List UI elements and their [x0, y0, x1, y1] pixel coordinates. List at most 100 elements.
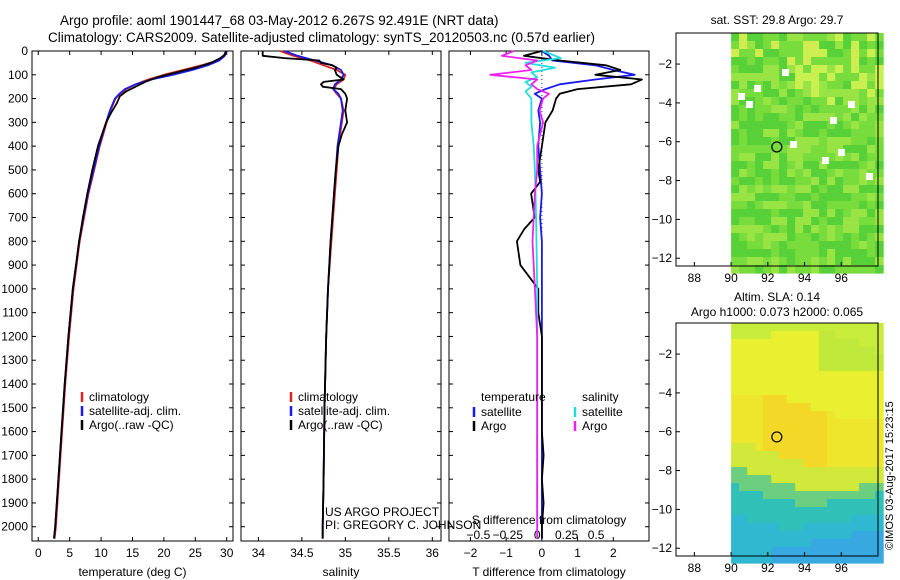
y-tick-label: 1900 — [1, 496, 28, 510]
map-cell — [819, 193, 828, 202]
map-cell — [827, 435, 836, 444]
map-cell — [811, 459, 820, 468]
map-cell — [819, 331, 828, 340]
y-tick-label: −4 — [658, 386, 672, 400]
map-cell — [827, 249, 836, 258]
y-tick-label: −4 — [658, 96, 672, 110]
x-tick-label: 34 — [252, 546, 266, 560]
map-cell — [763, 41, 772, 50]
map-cell — [787, 257, 796, 266]
map-cell — [827, 475, 836, 484]
map-cell — [827, 153, 836, 162]
map-cell — [875, 169, 884, 178]
map-cell — [779, 81, 788, 90]
map-cell — [795, 443, 804, 452]
map-cell — [731, 363, 740, 372]
map-cell — [763, 49, 772, 58]
map-cell — [779, 451, 788, 460]
map-cell — [747, 113, 756, 122]
map-gap — [838, 149, 845, 156]
map-cell — [835, 515, 844, 524]
map-cell — [755, 177, 764, 186]
map-cell — [875, 339, 884, 348]
map-cell — [755, 209, 764, 218]
map-cell — [851, 483, 860, 492]
map-cell — [755, 387, 764, 396]
map-cell — [747, 265, 756, 274]
map-cell — [859, 419, 868, 428]
map-cell — [827, 443, 836, 452]
map-cell — [803, 257, 812, 266]
map-cell — [787, 483, 796, 492]
map-cell — [763, 403, 772, 412]
map-cell — [779, 153, 788, 162]
map-cell — [795, 475, 804, 484]
map-cell — [803, 363, 812, 372]
map-cell — [843, 491, 852, 500]
map-cell — [755, 57, 764, 66]
y-tick-label: −12 — [652, 541, 673, 555]
map-cell — [843, 507, 852, 516]
map-cell — [795, 387, 804, 396]
map-cell — [867, 57, 876, 66]
legend-label: Argo(..raw -QC) — [298, 418, 383, 432]
map-cell — [827, 49, 836, 58]
map-cell — [851, 257, 860, 266]
map-cell — [755, 97, 764, 106]
map-cell — [771, 483, 780, 492]
map-cell — [819, 177, 828, 186]
map-cell — [827, 145, 836, 154]
map-cell — [827, 371, 836, 380]
map-cell — [771, 113, 780, 122]
map-cell — [827, 177, 836, 186]
map-cell — [803, 153, 812, 162]
map-cell — [779, 185, 788, 194]
map-cell — [819, 137, 828, 146]
map-cell — [811, 443, 820, 452]
map-cell — [795, 483, 804, 492]
map-cell — [763, 225, 772, 234]
map-cell — [771, 145, 780, 154]
map-cell — [819, 97, 828, 106]
map-cell — [819, 209, 828, 218]
map-cell — [779, 347, 788, 356]
map-cell — [755, 547, 764, 556]
legend-label: satellite-adj. clim. — [89, 404, 181, 418]
map-cell — [787, 371, 796, 380]
map-cell — [787, 241, 796, 250]
map-cell — [739, 331, 748, 340]
map-cell — [795, 435, 804, 444]
map-cell — [819, 121, 828, 130]
map-cell — [851, 379, 860, 388]
map-cell — [763, 371, 772, 380]
map-cell — [787, 249, 796, 258]
map-cell — [779, 193, 788, 202]
map-cell — [843, 555, 852, 564]
map-cell — [819, 339, 828, 348]
map-cell — [747, 363, 756, 372]
legend-label: Argo — [582, 419, 608, 433]
map-cell — [867, 379, 876, 388]
map-cell — [875, 347, 884, 356]
map-cell — [859, 443, 868, 452]
map-cell — [811, 185, 820, 194]
map-cell — [763, 177, 772, 186]
map-cell — [755, 145, 764, 154]
map-cell — [835, 65, 844, 74]
map-cell — [771, 33, 780, 42]
map-cell — [771, 499, 780, 508]
map-cell — [859, 241, 868, 250]
map-cell — [779, 507, 788, 516]
map-cell — [819, 435, 828, 444]
map-cell — [731, 217, 740, 226]
differences-series-salinity-argo — [489, 50, 550, 539]
x-tick-label: 10 — [94, 546, 108, 560]
map-gap — [754, 85, 761, 92]
map-cell — [787, 507, 796, 516]
map-cell — [851, 225, 860, 234]
y-tick-label: 1200 — [1, 329, 28, 343]
map-cell — [859, 347, 868, 356]
map-cell — [763, 539, 772, 548]
map-cell — [755, 355, 764, 364]
map-cell — [803, 105, 812, 114]
